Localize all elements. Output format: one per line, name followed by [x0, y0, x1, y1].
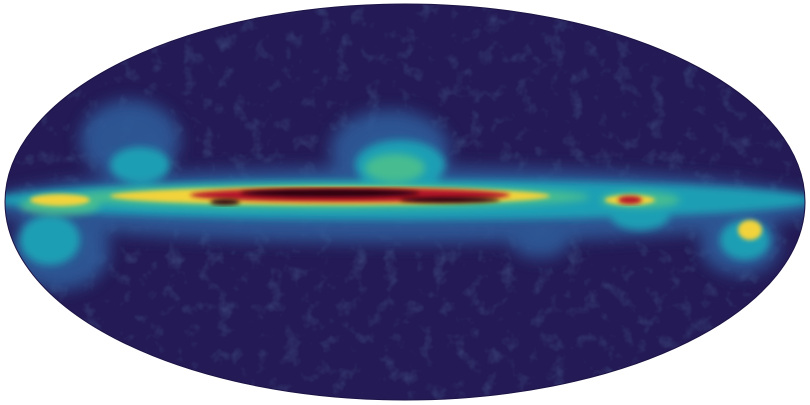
- dark-core: [210, 189, 500, 205]
- map-boundary: [4, 3, 806, 401]
